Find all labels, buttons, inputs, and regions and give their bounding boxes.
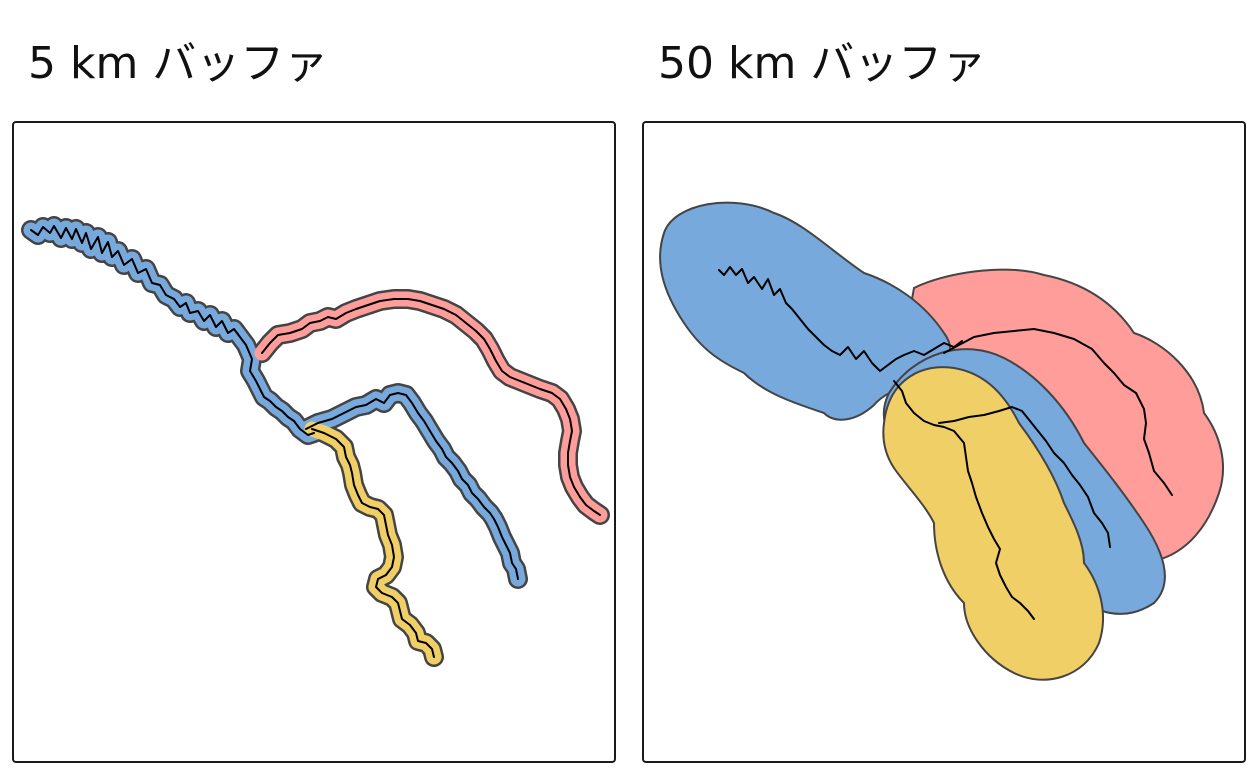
river-yellow-50	[893, 380, 1035, 620]
river-main-50	[718, 266, 963, 372]
panel-5km-buffer	[12, 121, 616, 763]
river-east-50	[938, 406, 1111, 548]
river-red-50	[943, 328, 1173, 496]
panel-50km-buffer	[642, 121, 1246, 763]
map-50km	[659, 201, 1225, 681]
buffer-outline-red	[252, 289, 610, 525]
panel-title-5km: 5 km バッファ	[28, 38, 329, 89]
buffer-fill-yellow	[304, 421, 442, 665]
river-main	[30, 225, 315, 436]
map-5km	[21, 216, 610, 667]
river-red	[261, 298, 601, 516]
panel-title-50km: 50 km バッファ	[658, 38, 987, 89]
buffer-yellow	[882, 366, 1105, 681]
river-yellow	[311, 428, 435, 658]
river-east-branch	[305, 392, 519, 580]
